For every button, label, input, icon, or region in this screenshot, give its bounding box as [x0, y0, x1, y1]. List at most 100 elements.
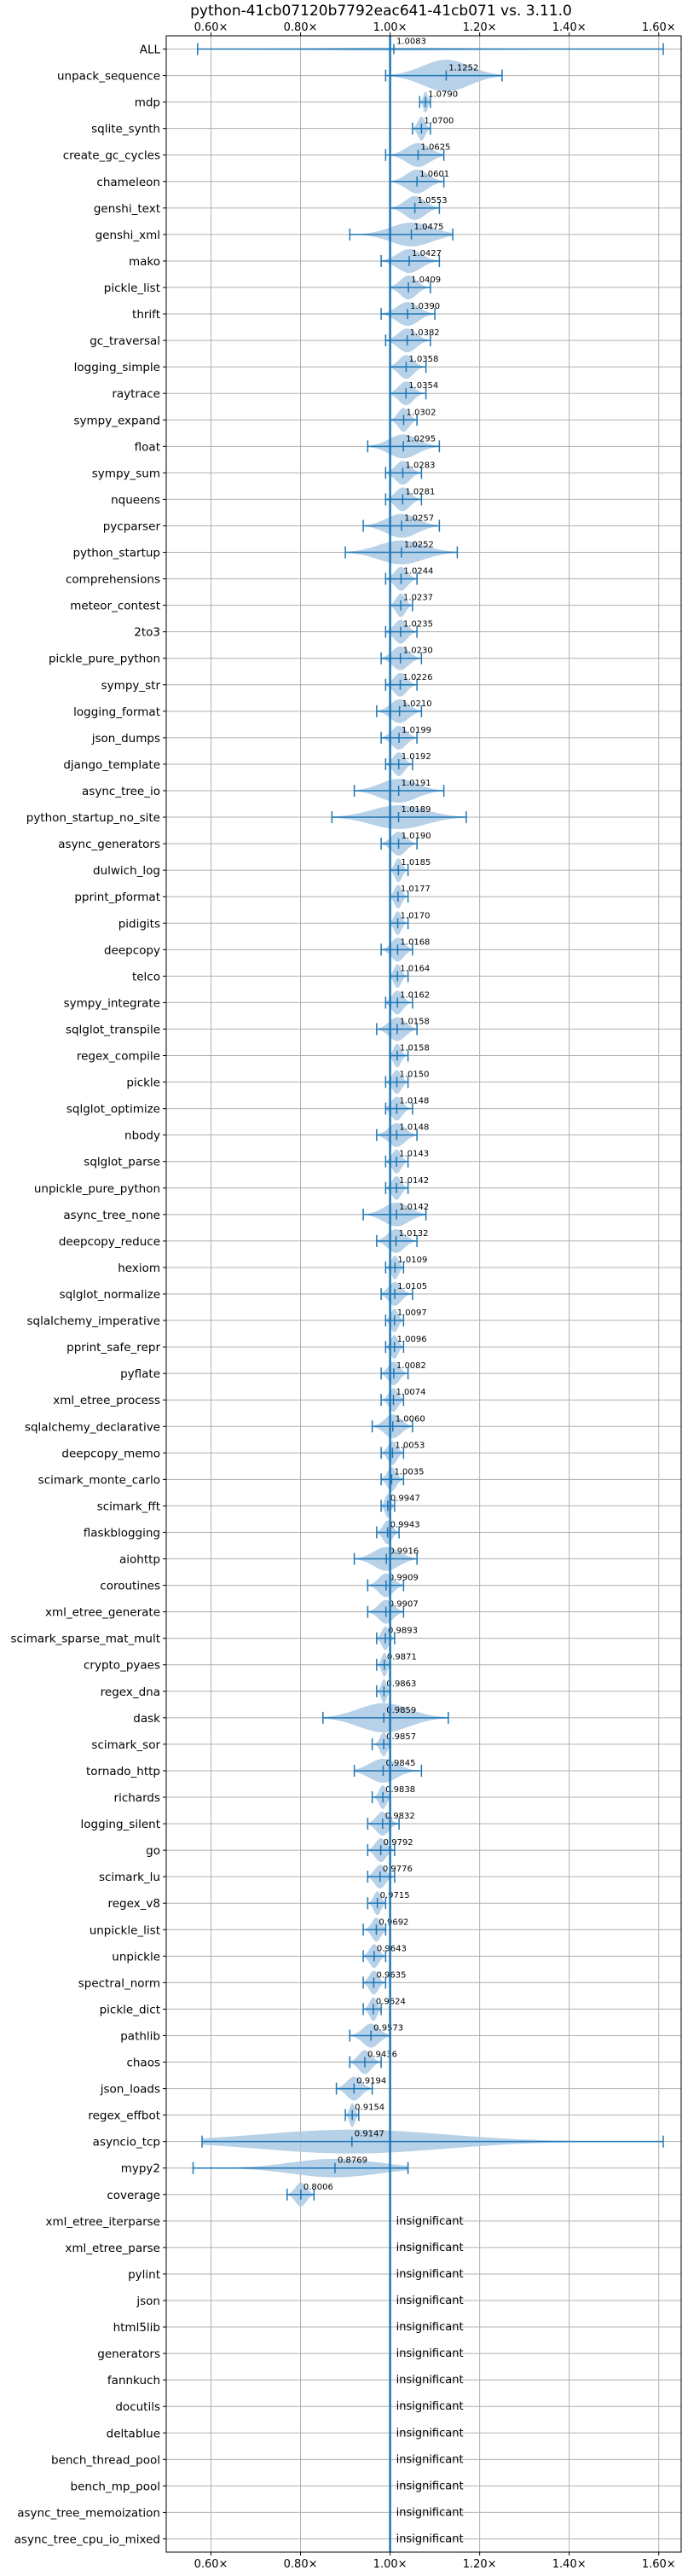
value-label: 1.0257	[404, 513, 434, 523]
insignificant-label: insignificant	[396, 2453, 464, 2466]
benchmark-label: flaskblogging	[84, 1526, 160, 1540]
value-label: 1.0143	[399, 1150, 429, 1159]
benchmark-label: pickle	[126, 1076, 160, 1090]
value-label: 1.0170	[401, 911, 431, 920]
value-label: 1.0283	[405, 461, 435, 470]
benchmark-label: django_template	[63, 758, 160, 772]
benchmark-label: genshi_text	[94, 202, 160, 216]
value-label: 1.0097	[397, 1308, 427, 1318]
benchmark-label: sympy_str	[101, 679, 161, 693]
value-label: 0.9947	[390, 1494, 420, 1503]
value-label: 1.0148	[399, 1123, 429, 1133]
value-label: 0.8769	[338, 2156, 367, 2166]
value-label: 1.0192	[402, 752, 431, 762]
benchmark-label: pprint_pformat	[74, 891, 160, 904]
value-label: 1.0382	[410, 328, 440, 338]
value-label: 0.9916	[389, 1547, 419, 1557]
benchmark-label: sqlalchemy_declarative	[25, 1420, 160, 1434]
benchmark-label: pickle_pure_python	[49, 653, 160, 666]
benchmark-label: create_gc_cycles	[63, 149, 160, 163]
benchmark-label: pylint	[128, 2268, 160, 2282]
benchmark-label: dulwich_log	[93, 864, 160, 878]
benchmark-label: coroutines	[100, 1580, 160, 1593]
benchmark-label: scimark_sparse_mat_mult	[11, 1633, 160, 1646]
value-label: 0.9792	[384, 1838, 413, 1848]
value-label: 1.0226	[402, 673, 432, 682]
benchmark-label: pprint_safe_repr	[66, 1341, 160, 1355]
value-label: 1.0230	[403, 647, 433, 656]
insignificant-label: insignificant	[396, 2374, 464, 2387]
benchmark-label: pycparser	[103, 519, 161, 533]
value-label: 0.9909	[389, 1574, 419, 1583]
benchmark-label: coverage	[107, 2189, 160, 2202]
benchmark-label: dask	[133, 1712, 160, 1726]
benchmark-label: richards	[114, 1791, 160, 1805]
insignificant-label: insignificant	[396, 2268, 464, 2281]
value-label: 1.0700	[424, 117, 454, 126]
value-label: 1.0142	[399, 1176, 429, 1186]
benchmark-label: spectral_norm	[78, 1976, 160, 1990]
value-label: 0.9573	[373, 2023, 403, 2033]
value-label: 1.0601	[419, 170, 449, 179]
benchmark-label: raytrace	[112, 387, 160, 401]
value-label: 1.0148	[399, 1097, 429, 1106]
benchmark-label: thrift	[132, 308, 160, 322]
value-label: 1.0074	[396, 1388, 425, 1397]
benchmark-label: async_tree_none	[63, 1209, 160, 1222]
value-label: 1.0235	[403, 620, 433, 629]
insignificant-label: insignificant	[396, 2321, 464, 2334]
x-tick-label-top: 0.60×	[194, 21, 228, 34]
x-tick-label-top: 1.00×	[373, 21, 407, 34]
value-label: 0.9635	[376, 1970, 406, 1980]
tick-layer: 0.60× 0.60× 0.80× 0.80× 1.00× 1.00× 1.20× 1.20×…	[11, 21, 676, 2571]
value-label: 1.0252	[404, 541, 434, 550]
value-label: 1.0035	[394, 1467, 424, 1477]
value-label: 1.0244	[403, 567, 433, 577]
benchmark-label: scimark_monte_carlo	[38, 1473, 160, 1487]
value-label: 0.9154	[355, 2103, 384, 2113]
benchmark-label: pyflate	[120, 1367, 160, 1381]
value-label: 1.1252	[448, 64, 478, 73]
benchmark-label: sqlglot_parse	[84, 1156, 160, 1169]
x-tick-label-bottom: 1.60×	[642, 2558, 676, 2571]
benchmark-label: chameleon	[96, 176, 160, 189]
benchmark-label: deepcopy	[104, 943, 160, 957]
value-label: 1.0162	[400, 990, 430, 1000]
benchmark-label: regex_dna	[101, 1685, 160, 1699]
benchmark-label: fannkuch	[107, 2374, 160, 2387]
insignificant-label: insignificant	[396, 2215, 464, 2228]
insignificant-label: insignificant	[396, 2427, 464, 2440]
value-label: 0.9863	[386, 1680, 416, 1689]
value-label: 0.9859	[386, 1706, 416, 1715]
x-tick-label-top: 1.60×	[642, 21, 676, 34]
benchmark-label: scimark_lu	[99, 1871, 160, 1884]
benchmark-label: json_dumps	[91, 732, 160, 746]
value-label: 1.0189	[402, 805, 431, 815]
value-label: 1.0409	[411, 276, 441, 285]
value-label: 1.0109	[397, 1256, 427, 1265]
value-label: 1.0354	[408, 381, 438, 391]
benchmark-label: sqlite_synth	[91, 123, 160, 136]
value-label: 0.9893	[388, 1627, 418, 1636]
value-label: 1.0177	[401, 885, 431, 894]
value-label: 1.0237	[403, 594, 433, 603]
value-label: 1.0083	[396, 38, 426, 47]
benchmark-label: sqlglot_transpile	[66, 1023, 160, 1036]
value-label: 1.0168	[400, 937, 430, 947]
insignificant-label: insignificant	[396, 2506, 464, 2519]
benchmark-label: crypto_pyaes	[84, 1659, 160, 1673]
value-label: 1.0082	[396, 1361, 426, 1371]
value-label: 0.9845	[385, 1759, 415, 1768]
value-label: 0.9943	[390, 1520, 420, 1529]
benchmark-label: xml_etree_generate	[45, 1606, 160, 1620]
benchmark-label: 2to3	[134, 626, 160, 640]
benchmark-label: logging_silent	[81, 1818, 160, 1831]
benchmark-label: hexiom	[118, 1262, 160, 1275]
benchmark-label: scimark_sor	[91, 1738, 160, 1752]
x-tick-label-bottom: 1.00×	[373, 2558, 407, 2571]
benchmark-label: unpickle_list	[90, 1923, 160, 1937]
benchmark-label: async_tree_io	[82, 785, 160, 798]
value-label: 1.0185	[401, 858, 431, 867]
benchmark-label: sympy_expand	[73, 414, 160, 427]
benchmark-label: xml_etree_parse	[65, 2242, 160, 2255]
